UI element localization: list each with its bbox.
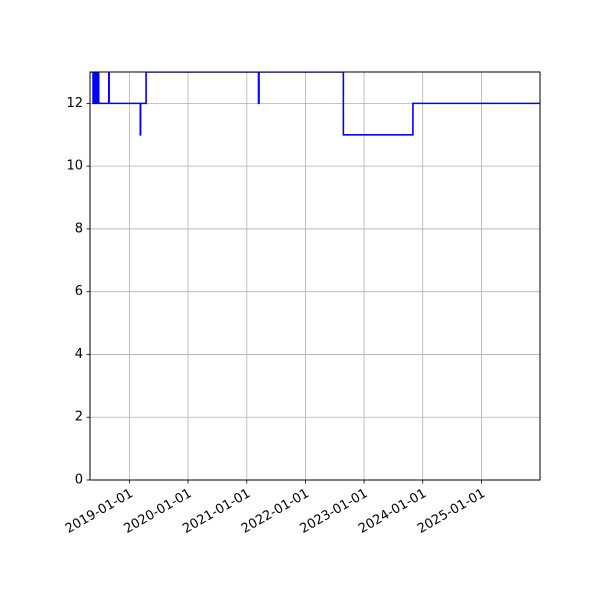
y-axis: 0 2 4 6 8 10 12 bbox=[66, 96, 90, 488]
series-layer bbox=[90, 72, 540, 136]
plot-frame bbox=[89, 71, 541, 481]
y-tick-label: 8 bbox=[75, 221, 83, 236]
y-tick-label: 2 bbox=[75, 410, 83, 425]
y-tick-label: 0 bbox=[75, 473, 83, 488]
y-tick-label: 10 bbox=[66, 159, 83, 174]
y-tick-label: 12 bbox=[66, 96, 83, 111]
y-tick-label: 4 bbox=[75, 347, 83, 362]
series-line bbox=[90, 72, 540, 136]
y-tick-label: 6 bbox=[75, 284, 83, 299]
grid-lines bbox=[90, 72, 540, 481]
